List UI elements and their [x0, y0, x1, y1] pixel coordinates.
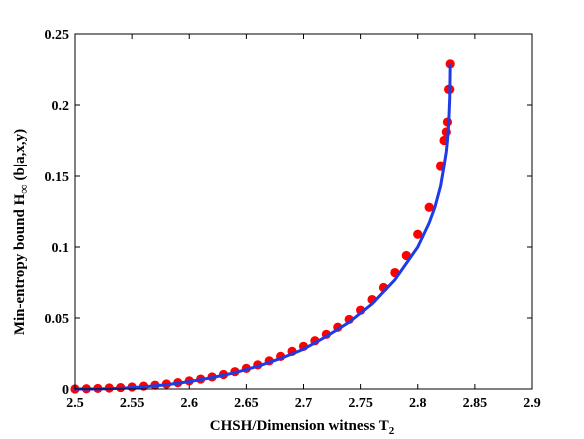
x-tick-label: 2.85: [463, 396, 488, 411]
tick-labels: 2.5 2.55 2.6 2.65 2.7 2.75 2.8 2.85 2.9 0 0.05 0.1 0…: [45, 28, 541, 411]
x-axis-label: CHSH/Dimension witness T2: [210, 418, 395, 437]
plot-frame: [74, 33, 533, 390]
y-axis-label: Min-entropy bound H∞ (b|a,x,y): [12, 129, 31, 335]
x-tick-label: 2.6: [181, 396, 199, 411]
y-tick-label: 0: [62, 383, 69, 398]
data-point: [413, 229, 423, 239]
tick-marks: [74, 33, 533, 390]
y-tick-label: 0.15: [45, 170, 70, 185]
x-tick-label: 2.75: [348, 396, 373, 411]
x-axis-label-subscript: 2: [389, 425, 395, 437]
y-axis-label-main: Min-entropy bound H: [12, 193, 28, 335]
y-tick-label: 0.2: [52, 99, 70, 114]
y-axis-label-tail: (b|a,x,y): [12, 129, 28, 181]
data-point: [424, 202, 434, 212]
y-axis-label-subscript: ∞: [16, 184, 31, 193]
fit-curve-line: [73, 63, 452, 391]
y-tick-label: 0.05: [45, 312, 70, 327]
data-series: [70, 59, 455, 394]
x-tick-label: 2.9: [523, 396, 541, 411]
y-tick-label: 0.25: [45, 28, 70, 43]
x-axis-label-main: CHSH/Dimension witness T: [210, 418, 389, 434]
x-tick-label: 2.7: [295, 396, 313, 411]
y-tick-label: 0.1: [52, 241, 70, 256]
x-tick-label: 2.55: [120, 396, 145, 411]
x-tick-label: 2.65: [234, 396, 259, 411]
x-tick-label: 2.8: [409, 396, 427, 411]
x-tick-label: 2.5: [66, 396, 84, 411]
